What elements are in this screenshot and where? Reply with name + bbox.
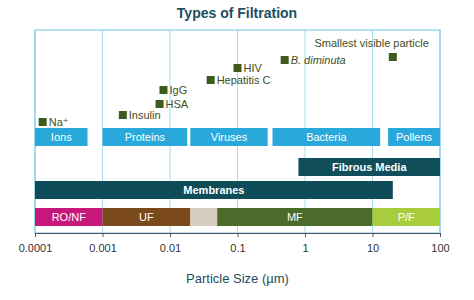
filtration-type-label: RO/NF <box>52 211 87 223</box>
tick-mark <box>103 233 104 237</box>
point-label: HSA <box>166 98 189 110</box>
point-label: B. diminuta <box>291 54 346 66</box>
tick: 10 <box>367 233 379 254</box>
point-label: IgG <box>169 84 187 96</box>
particle-class-label: Bacteria <box>306 131 347 143</box>
point-label: HIV <box>244 62 263 74</box>
particle-class <box>388 128 440 146</box>
filtration-type <box>35 208 103 226</box>
chart-title: Types of Filtration <box>177 5 297 21</box>
filtration-type <box>190 208 217 226</box>
point-marker <box>281 56 289 64</box>
tick-mark <box>373 233 374 237</box>
x-axis: 0.0001 0.001 0.01 0.1 1 10 100 <box>19 233 450 254</box>
particle-class-label: Pollens <box>396 131 433 143</box>
tick-mark <box>238 233 239 237</box>
particle-class <box>272 128 380 146</box>
point-label: Na⁺ <box>49 116 69 128</box>
tick: 0.001 <box>89 233 117 254</box>
tick: 0.0001 <box>19 233 53 254</box>
particle-class <box>190 128 267 146</box>
tick-mark <box>170 233 171 237</box>
grid <box>35 30 440 233</box>
point-marker <box>234 64 242 72</box>
tick-label: 100 <box>431 242 449 254</box>
tick-label: 0.01 <box>160 242 181 254</box>
x-axis-title: Particle Size (µm) <box>186 271 289 286</box>
tick-label: 0.001 <box>89 242 117 254</box>
axis-line <box>36 234 441 238</box>
particle-class-label: Ions <box>51 131 72 143</box>
tick-mark <box>440 233 441 237</box>
tick: 0.01 <box>160 233 181 254</box>
media-bar-label: Membranes <box>183 184 244 196</box>
point-marker <box>207 76 215 84</box>
tick-label: 10 <box>367 242 379 254</box>
tick-label: 0.1 <box>230 242 245 254</box>
tick-label: 1 <box>302 242 308 254</box>
labels: Ions Proteins Viruses Bacteria Pollens Fibrou… <box>49 37 433 223</box>
filtration-type <box>373 208 441 226</box>
plot-frame <box>35 30 440 233</box>
point-marker <box>156 100 164 108</box>
marks <box>35 53 440 226</box>
tick-label: 0.0001 <box>19 242 53 254</box>
media-bar-label: Fibrous Media <box>332 161 407 173</box>
filtration-type-label: UF <box>139 211 154 223</box>
point-label: Hepatitis C <box>217 74 271 86</box>
particle-class <box>103 128 188 146</box>
point-label: Smallest visible particle <box>314 37 428 49</box>
filtration-type <box>217 208 372 226</box>
tick-mark <box>35 233 36 237</box>
media-bar <box>298 158 440 176</box>
media-bar <box>35 181 393 199</box>
point-marker <box>389 53 397 61</box>
particle-class <box>35 128 88 146</box>
point-marker <box>39 118 47 126</box>
filtration-type-label: P/F <box>398 211 415 223</box>
tick: 1 <box>302 233 308 254</box>
point-marker <box>119 111 127 119</box>
tick: 100 <box>431 233 449 254</box>
particle-class-label: Proteins <box>125 131 166 143</box>
filtration-type-label: MF <box>287 211 303 223</box>
tick-mark <box>305 233 306 237</box>
tick: 0.1 <box>230 233 245 254</box>
filtration-type <box>103 208 191 226</box>
point-marker <box>159 86 167 94</box>
particle-class-label: Viruses <box>211 131 248 143</box>
point-label: Insulin <box>129 109 161 121</box>
